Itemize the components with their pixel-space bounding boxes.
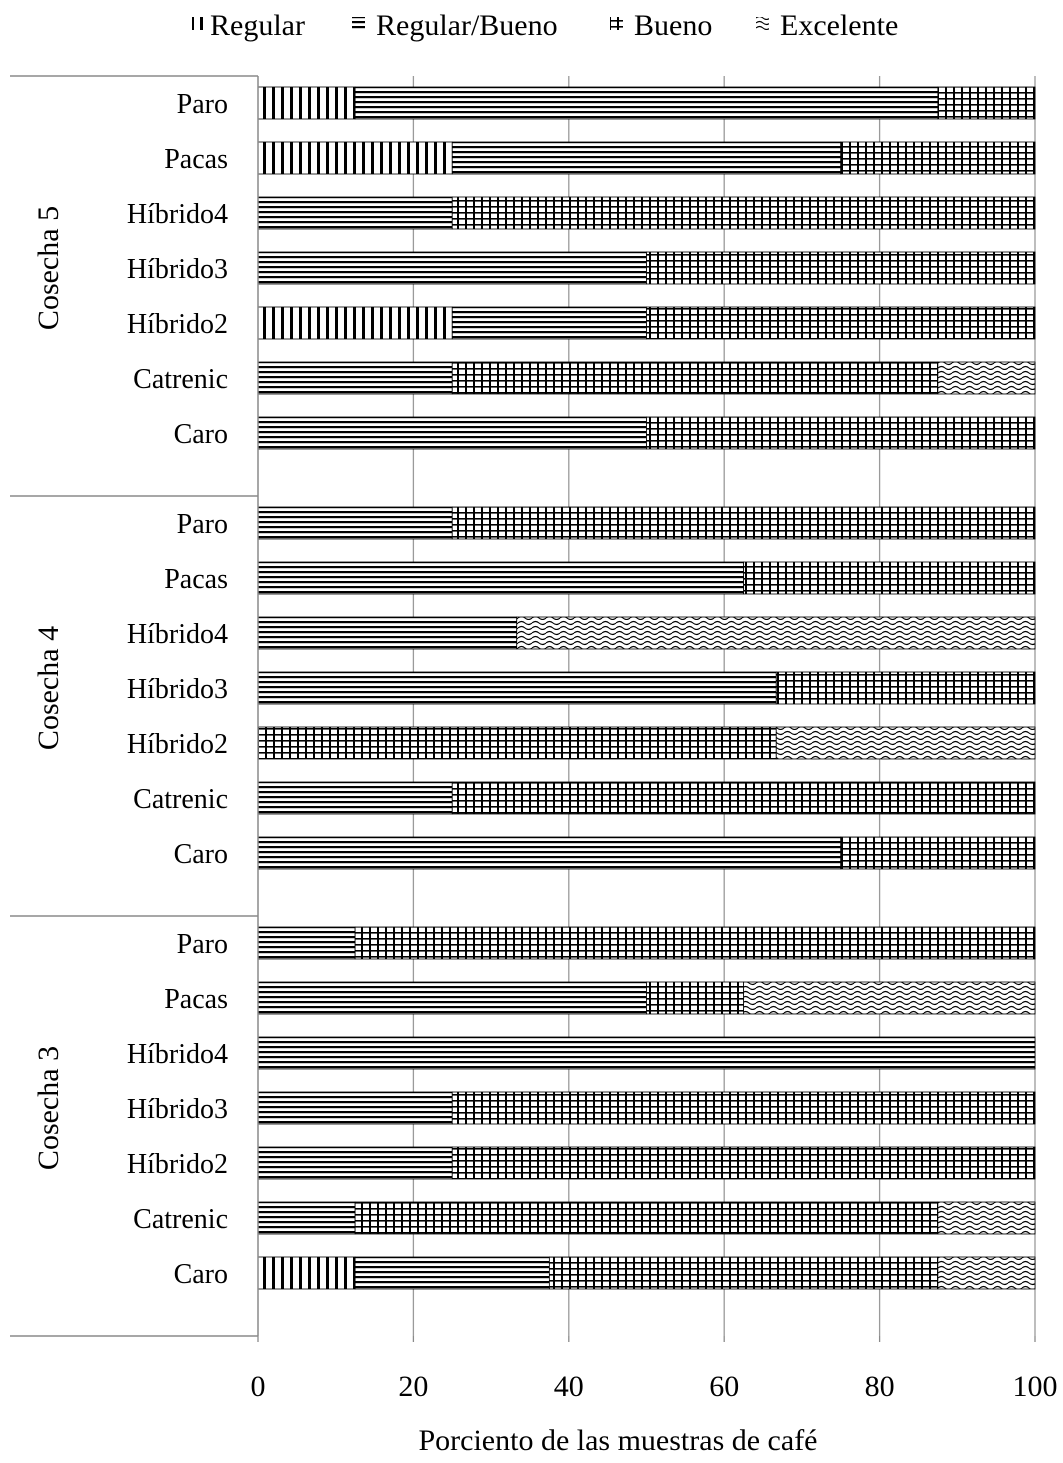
legend-label-regular: Regular: [210, 9, 305, 42]
legend-swatch-regbueno: [352, 17, 365, 30]
bar-segment-excelente: [937, 1256, 1036, 1290]
bar-segment-regbueno: [257, 781, 453, 815]
category-label: Caro: [174, 839, 228, 870]
bar-segment-regbueno: [257, 926, 356, 960]
x-tick-label: 100: [1013, 1370, 1058, 1403]
bar-segment-bueno: [840, 141, 1036, 175]
bar-segment-bueno: [775, 671, 1036, 705]
bar-segment-bueno: [451, 1146, 1036, 1180]
bar-segment-regbueno: [354, 1256, 550, 1290]
category-label: Híbrido4: [127, 1039, 228, 1070]
bar-segment-regbueno: [257, 616, 518, 650]
x-tick-labels: 0 20 40 60 80 100: [251, 1336, 1058, 1403]
bar-segment-bueno: [937, 86, 1036, 120]
x-tick-label: 80: [865, 1370, 895, 1403]
bar-segment-excelente: [775, 726, 1036, 760]
group-label: Cosecha 4: [32, 626, 65, 750]
bar-segment-regbueno: [257, 561, 745, 595]
bar-segment-regular: [257, 1256, 356, 1290]
bar-segment-regbueno: [257, 1036, 1036, 1070]
group-label: Cosecha 3: [32, 1046, 65, 1170]
x-tick-label: 60: [709, 1370, 739, 1403]
bar-segment-bueno: [646, 981, 745, 1015]
category-label: Caro: [174, 419, 228, 450]
legend-label-bueno: Bueno: [634, 9, 712, 42]
bar-segment-bueno: [548, 1256, 939, 1290]
category-label: Híbrido3: [127, 1094, 228, 1125]
group-axis: Cosecha 5 Cosecha 4 Cosecha 3: [10, 75, 259, 1337]
category-label: Híbrido3: [127, 674, 228, 705]
bar-segment-excelente: [937, 361, 1036, 395]
gridlines: [412, 76, 1036, 1336]
bar-segment-regbueno: [354, 86, 939, 120]
legend-swatch-bueno: [610, 17, 623, 30]
category-label: Híbrido4: [127, 199, 228, 230]
bar-segment-bueno: [451, 1091, 1036, 1125]
legend-label-excelente: Excelente: [780, 9, 898, 42]
bar-segment-regbueno: [257, 361, 453, 395]
bar-segment-regular: [257, 141, 453, 175]
category-label: Paro: [177, 929, 228, 960]
x-axis-label: Porciento de las muestras de café: [418, 1424, 817, 1457]
bar-segment-bueno: [646, 416, 1036, 450]
category-label: Paro: [177, 509, 228, 540]
bar-segment-bueno: [451, 196, 1036, 230]
bar-segment-excelente: [937, 1201, 1036, 1235]
bar-segment-bueno: [840, 836, 1036, 870]
legend-swatch-excelente: [756, 17, 769, 30]
bar-segment-regbueno: [257, 251, 647, 285]
bar-segment-regbueno: [257, 836, 842, 870]
bar-segment-bueno: [257, 726, 777, 760]
category-label: Híbrido2: [127, 1149, 228, 1180]
bar-segment-regular: [257, 306, 453, 340]
category-label: Paro: [177, 89, 228, 120]
category-labels: Paro Pacas Híbrido4 Híbrido3 Híbrido2 Catreni…: [127, 89, 228, 1290]
bar-segment-regbueno: [257, 1146, 453, 1180]
bar-segment-regbueno: [257, 196, 453, 230]
category-label: Catrenic: [133, 364, 228, 395]
bar-segment-excelente: [743, 981, 1036, 1015]
bar-segment-bueno: [646, 306, 1036, 340]
category-label: Catrenic: [133, 784, 228, 815]
bar-segment-regular: [257, 86, 356, 120]
legend: Regular Regular/Bueno Bueno Excelente: [192, 9, 898, 42]
category-label: Pacas: [164, 144, 228, 175]
bar-segment-bueno: [354, 1201, 939, 1235]
bar-segment-regbueno: [451, 141, 842, 175]
bars: [257, 86, 1036, 1290]
bar-segment-regbueno: [257, 1091, 453, 1125]
category-label: Híbrido3: [127, 254, 228, 285]
legend-swatch-regular: [192, 17, 205, 30]
bar-segment-regbueno: [257, 506, 453, 540]
category-label: Pacas: [164, 564, 228, 595]
category-label: Híbrido4: [127, 619, 228, 650]
bar-segment-bueno: [354, 926, 1036, 960]
bar-segment-bueno: [646, 251, 1036, 285]
category-label: Híbrido2: [127, 729, 228, 760]
category-label: Catrenic: [133, 1204, 228, 1235]
x-tick-label: 40: [554, 1370, 584, 1403]
bar-segment-regbueno: [257, 671, 777, 705]
bar-segment-bueno: [451, 361, 939, 395]
bar-segment-regbueno: [257, 1201, 356, 1235]
bar-segment-bueno: [451, 506, 1036, 540]
category-label: Caro: [174, 1259, 228, 1290]
bar-segment-regbueno: [257, 981, 647, 1015]
legend-label-regbueno: Regular/Bueno: [376, 9, 558, 42]
x-tick-label: 0: [251, 1370, 266, 1403]
x-tick-label: 20: [398, 1370, 428, 1403]
category-label: Pacas: [164, 984, 228, 1015]
bar-segment-regbueno: [451, 306, 647, 340]
bar-segment-bueno: [743, 561, 1036, 595]
category-label: Híbrido2: [127, 309, 228, 340]
bar-segment-regbueno: [257, 416, 647, 450]
bar-segment-excelente: [516, 616, 1036, 650]
bar-segment-bueno: [451, 781, 1036, 815]
group-label: Cosecha 5: [32, 206, 65, 330]
